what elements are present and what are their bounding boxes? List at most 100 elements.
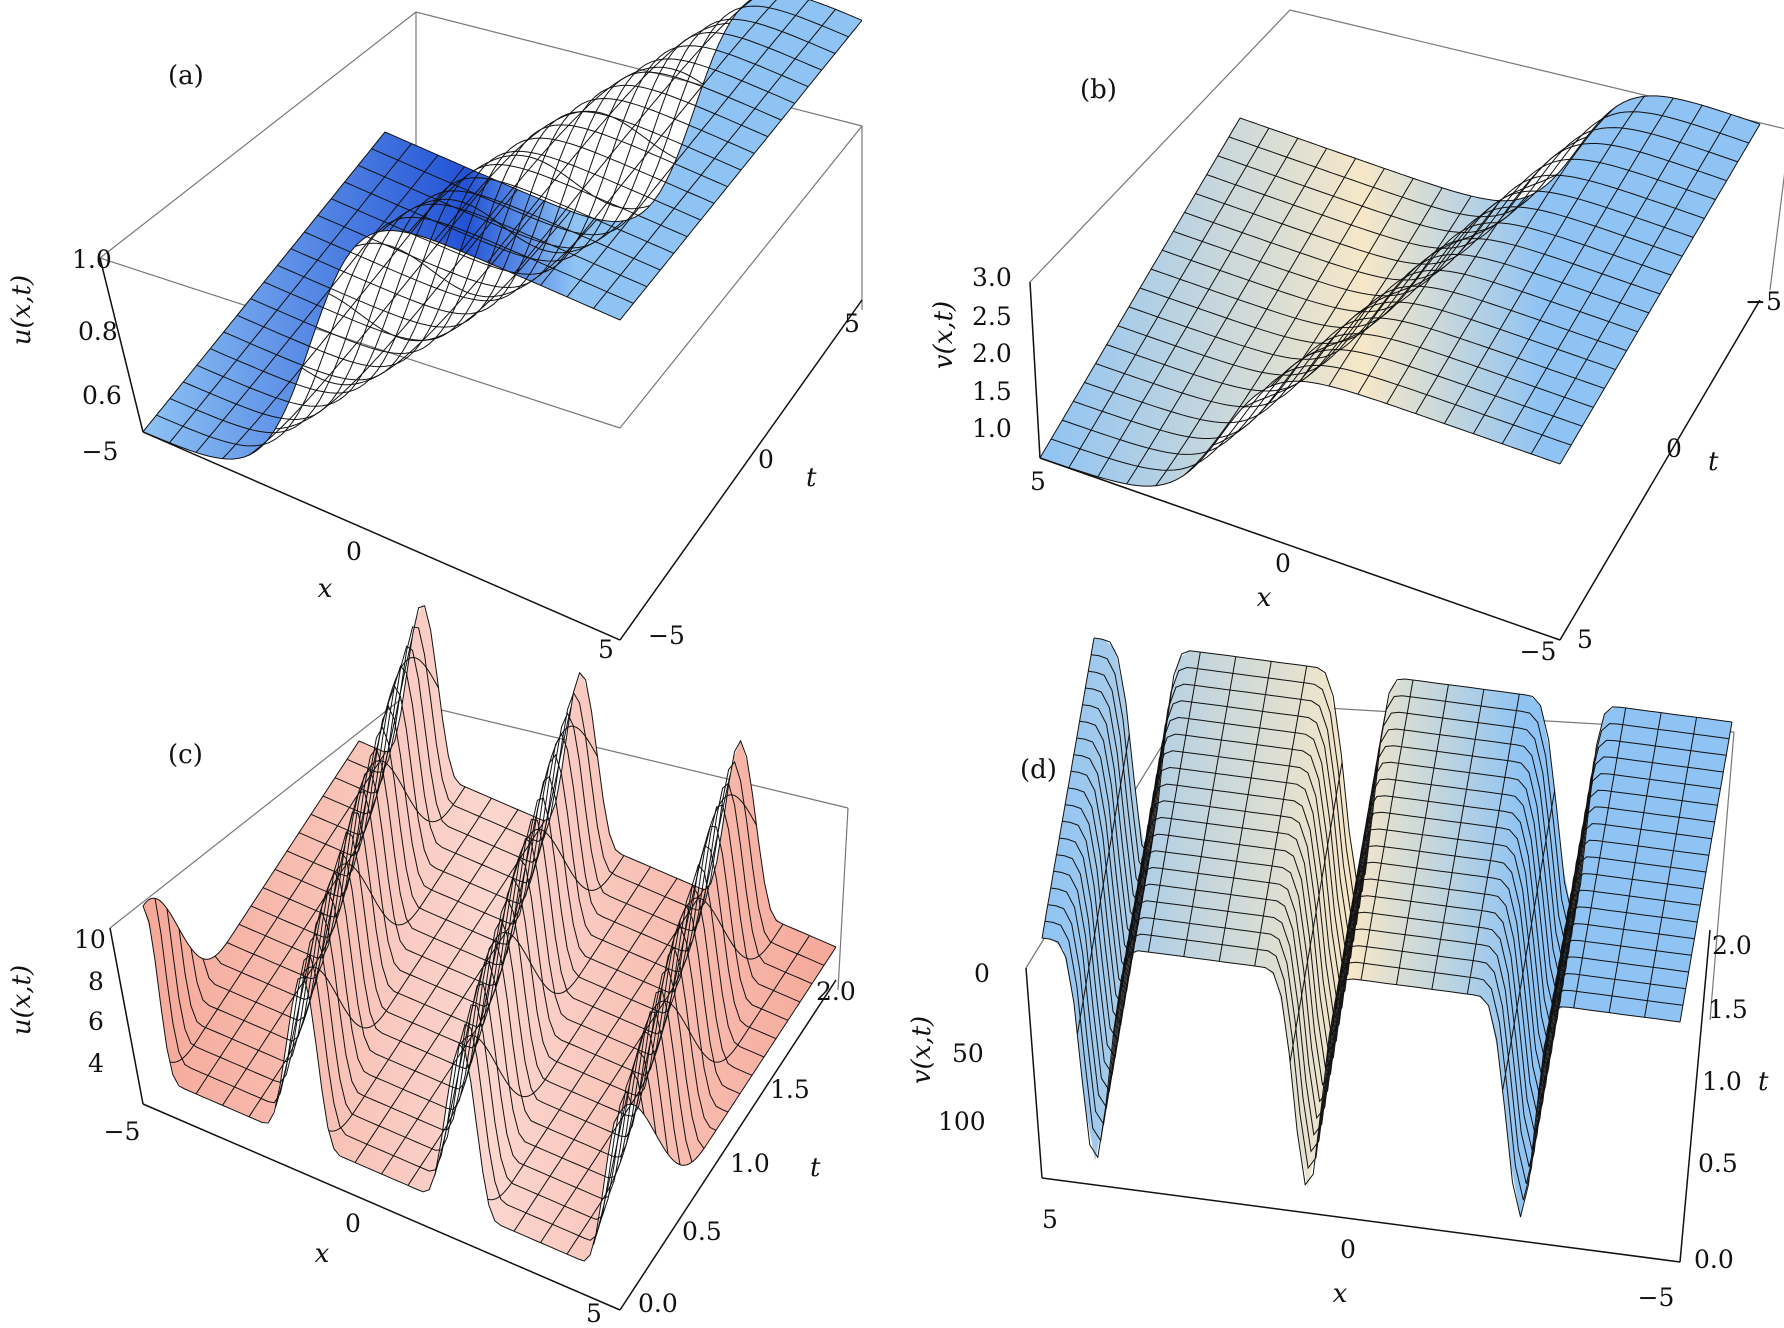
ztick-b-1: 2.5 (972, 302, 1012, 331)
ytick-b-0: 5 (1577, 625, 1593, 654)
xtick-a-1: 0 (346, 537, 362, 566)
axes-b (1029, 281, 1761, 641)
ztick-b-4: 1.0 (972, 414, 1012, 443)
mesh-line-c-t-14 (310, 684, 789, 1021)
mesh-line-a-x-15 (540, 0, 777, 286)
ytick-a-1: 0 (758, 445, 774, 474)
axes-a (99, 257, 863, 641)
mesh-line-b-x-15 (1472, 97, 1674, 434)
xtick-d-0: 5 (1042, 1205, 1058, 1234)
mesh-line-c-x-15 (540, 794, 757, 1243)
ylabel-c: t (810, 1153, 821, 1183)
xtick-b-1: 0 (1275, 549, 1291, 578)
ytick-b-1: 0 (1666, 434, 1682, 463)
surface-c-grid (142, 605, 837, 1262)
xtick-d-1: 0 (1340, 1235, 1356, 1264)
ztick-c-3: 4 (88, 1049, 104, 1078)
ztick-c-0: 10 (74, 925, 106, 954)
mesh-line-c-t-17 (346, 626, 825, 966)
mesh-line-a-x-18 (619, 19, 863, 321)
ztick-a-0: 1.0 (72, 245, 112, 274)
panel-label-a: (a) (168, 61, 204, 91)
mesh-line-c-t-18 (358, 605, 837, 948)
ztick-d-1: 50 (952, 1039, 984, 1068)
ztick-d-0: 0 (974, 959, 990, 988)
ztick-d-2: 100 (938, 1107, 986, 1136)
xtick-b-0: 5 (1030, 467, 1046, 496)
mesh-line-c-x-18 (619, 946, 837, 1166)
xtick-b-2: −5 (1520, 637, 1557, 666)
xlabel-a: x (318, 574, 333, 604)
mesh-line-d-x-16 (1608, 712, 1662, 1013)
zlabel-a: u(x,t) (7, 275, 37, 345)
mesh-line-d-t-16 (1088, 670, 1727, 951)
mesh-line-d-t-17 (1091, 654, 1730, 934)
ytick-a-0: −5 (648, 621, 685, 650)
ylabel-a: t (806, 463, 817, 493)
ztick-c-1: 8 (88, 967, 104, 996)
mesh-line-d-x-15 (1573, 707, 1627, 1009)
mesh-line-b-t-18 (1239, 95, 1761, 202)
mesh-line-b-t-16 (1217, 127, 1738, 234)
mesh-line-c-t-10 (262, 768, 741, 1095)
mesh-line-a-t-16 (357, 18, 836, 249)
panel-d: (d) 0 50 100 v(x,t) 5 0 −5 x 0.0 0.5 1.0… (907, 637, 1769, 1312)
zlabel-b: v(x,t) (929, 301, 959, 369)
mesh-line-d-x-17 (1644, 717, 1698, 1018)
mesh-line-c-t-15 (322, 664, 801, 1003)
surface-d (1042, 638, 1732, 1217)
ytick-d-2: 1.0 (1702, 1067, 1742, 1096)
ytick-d-1: 0.5 (1698, 1149, 1738, 1178)
mesh-line-c-x-17 (593, 935, 810, 1246)
axes-d (1025, 929, 1711, 1263)
ztick-a-1: 0.8 (78, 317, 118, 346)
ylabel-b: t (1708, 447, 1719, 477)
ztick-a-2: 0.6 (82, 381, 122, 410)
panel-label-c: (c) (168, 740, 203, 770)
xtick-a-0: −5 (82, 437, 119, 466)
xlabel-c: x (315, 1239, 330, 1269)
surface-a (143, 0, 862, 460)
panel-c: (c) 10 8 6 4 u(x,t) −5 0 5 x 0.0 0.5 1.0… (7, 603, 856, 1328)
xtick-d-2: −5 (1638, 1283, 1675, 1312)
surface-d-grid (1041, 637, 1733, 1218)
mesh-line-b-t-17 (1228, 111, 1750, 218)
panel-a: (a) 1.0 0.8 0.6 u(x,t) −5 0 5 x −5 0 5 t (7, 0, 863, 664)
axes-c (109, 927, 837, 1311)
surface-c (143, 603, 836, 1260)
ytick-c-2: 1.0 (730, 1149, 770, 1178)
ytick-d-4: 2.0 (1712, 931, 1752, 960)
panel-b: (b) 3.0 2.5 2.0 1.5 1.0 v(x,t) 5 0 −5 x … (929, 9, 1784, 666)
ytick-a-2: 5 (844, 309, 860, 338)
ytick-d-0: 0.0 (1694, 1245, 1734, 1274)
surface-a-grid (142, 0, 863, 460)
xtick-a-2: 5 (598, 635, 614, 664)
ytick-d-3: 1.5 (1708, 995, 1748, 1024)
ytick-c-1: 0.5 (682, 1217, 722, 1246)
panel-label-d: (d) (1020, 755, 1057, 785)
ytick-c-0: 0.0 (638, 1289, 678, 1318)
mesh-line-b-x-17 (1530, 114, 1732, 455)
mesh-line-c-t-16 (334, 645, 813, 985)
ztick-c-2: 6 (88, 1007, 104, 1036)
xtick-c-0: −5 (104, 1117, 141, 1146)
xtick-c-1: 0 (345, 1209, 361, 1238)
panel-label-b: (b) (1080, 75, 1117, 105)
xlabel-b: x (1257, 583, 1272, 613)
mesh-line-b-x-16 (1501, 104, 1703, 445)
ytick-c-3: 1.5 (770, 1075, 810, 1104)
mesh-line-d-x-18 (1679, 721, 1733, 1023)
mesh-line-c-x-16 (566, 897, 784, 1255)
mesh-line-a-x-17 (593, 8, 836, 309)
mesh-line-a-x-16 (566, 0, 810, 298)
mesh-line-b-x-18 (1559, 123, 1761, 465)
mesh-line-d-t-18 (1093, 637, 1733, 918)
ztick-b-0: 3.0 (972, 263, 1012, 292)
mesh-line-a-t-17 (371, 5, 849, 236)
zlabel-c: u(x,t) (7, 965, 37, 1035)
xlabel-d: x (1333, 1279, 1348, 1309)
ztick-b-3: 1.5 (972, 377, 1012, 406)
ytick-b-2: −5 (1745, 287, 1782, 316)
mesh-line-a-t-18 (384, 0, 863, 223)
